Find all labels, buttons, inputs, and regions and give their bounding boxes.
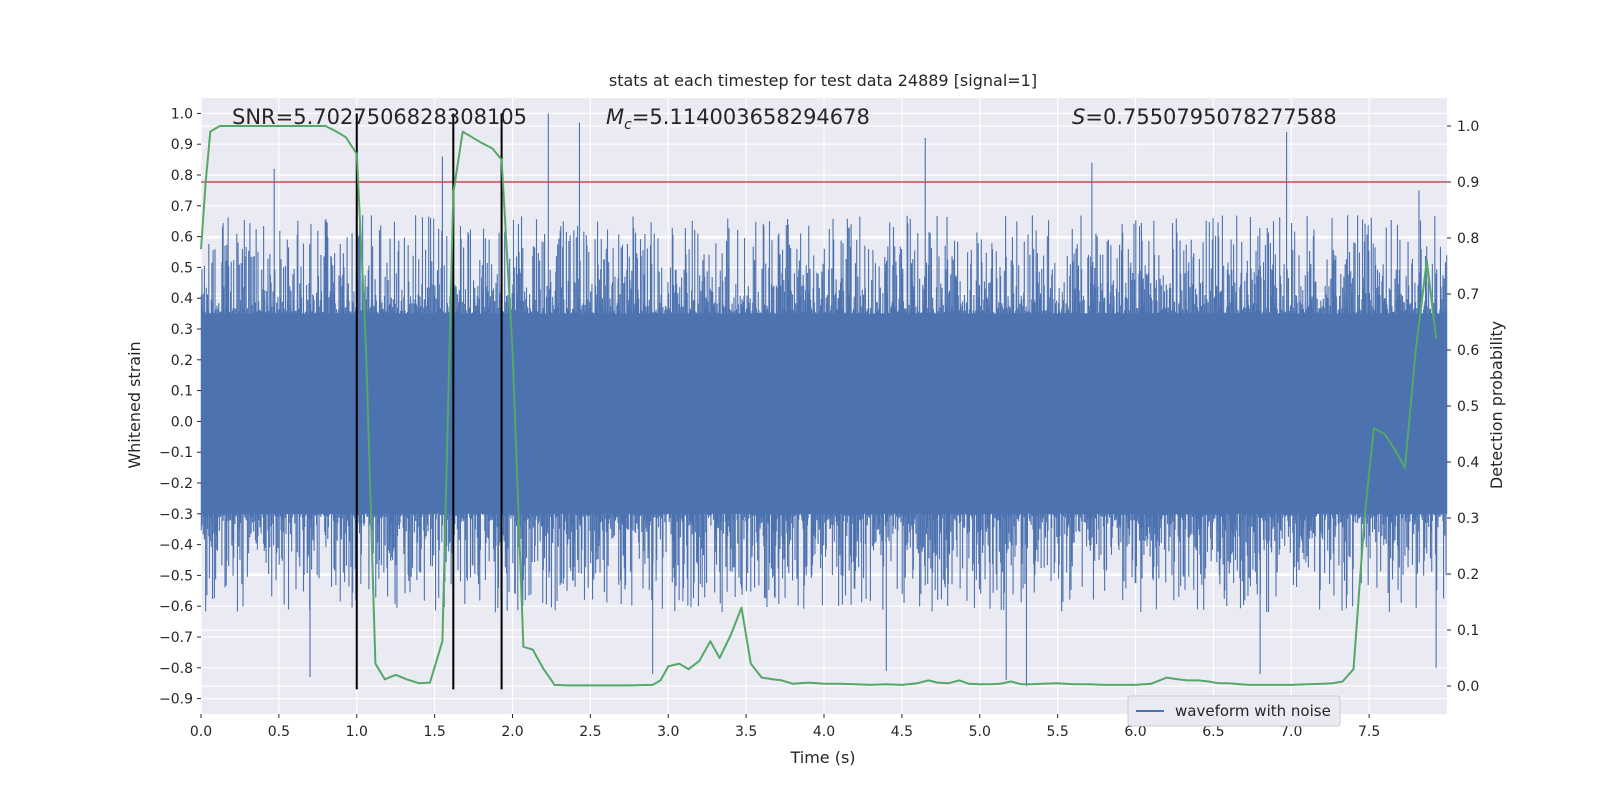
y-left-tick-label: −0.4 xyxy=(159,538,193,554)
y-left-tick-label: −0.2 xyxy=(159,476,193,492)
y-left-tick-label: −0.3 xyxy=(159,507,193,523)
x-tick-label: 4.5 xyxy=(891,724,913,740)
x-tick-label: 2.5 xyxy=(579,724,601,740)
x-axis-label: Time (s) xyxy=(789,748,855,767)
y-right-tick-label: 0.3 xyxy=(1457,511,1479,527)
y-right-tick-label: 0.5 xyxy=(1457,399,1479,415)
x-tick-label: 6.5 xyxy=(1202,724,1224,740)
s-annotation: S=0.7550795078277588 xyxy=(1072,105,1337,129)
x-tick-label: 3.5 xyxy=(735,724,757,740)
s-symbol: S xyxy=(1072,105,1085,129)
legend: waveform with noise xyxy=(1127,695,1341,727)
x-tick-label: 1.0 xyxy=(346,724,368,740)
chirp-mass-symbol: M xyxy=(606,105,624,129)
x-tick-label: 5.0 xyxy=(969,724,991,740)
s-value: =0.7550795078277588 xyxy=(1085,105,1336,129)
chirp-mass-value: =5.114003658294678 xyxy=(632,105,870,129)
x-axis-ticks: 0.0 0.5 1.0 1.5 2.0 2.5 3.0 3.5 4.0 4.5 5.0 5.5 6.0 6… xyxy=(190,714,1380,740)
y-right-tick-label: 0.1 xyxy=(1457,623,1479,639)
y-left-tick-label: 0.4 xyxy=(171,291,193,307)
x-tick-label: 2.0 xyxy=(501,724,523,740)
y-left-tick-label: 0.0 xyxy=(171,414,193,430)
legend-box xyxy=(1127,695,1341,727)
y-right-tick-label: 0.2 xyxy=(1457,567,1479,583)
y-left-tick-label: −0.8 xyxy=(159,661,193,677)
y-left-tick-label: 0.5 xyxy=(171,260,193,276)
y-right-axis-ticks: 0.0 0.1 0.2 0.3 0.4 0.5 0.6 0.7 0.8 0.9 1.0 xyxy=(1447,119,1479,695)
x-tick-label: 0.5 xyxy=(268,724,290,740)
y-left-tick-label: 0.7 xyxy=(171,199,193,215)
y-left-tick-label: 0.2 xyxy=(171,353,193,369)
legend-entry-waveform: waveform with noise xyxy=(1175,702,1331,720)
chirp-mass-annotation: Mc=5.114003658294678 xyxy=(606,105,870,133)
y-left-tick-label: 1.0 xyxy=(171,106,193,122)
chart-title: stats at each timestep for test data 248… xyxy=(609,71,1037,90)
y-right-tick-label: 0.9 xyxy=(1457,175,1479,191)
x-tick-label: 5.5 xyxy=(1046,724,1068,740)
y-left-tick-label: −0.6 xyxy=(159,599,193,615)
chirp-mass-subscript: c xyxy=(624,117,632,133)
y-left-tick-label: 0.9 xyxy=(171,137,193,153)
y-right-tick-label: 0.7 xyxy=(1457,287,1479,303)
waveform-series xyxy=(200,113,1448,687)
x-tick-label: 4.0 xyxy=(813,724,835,740)
detection-probability-series xyxy=(200,125,1438,687)
y-left-tick-label: 0.8 xyxy=(171,168,193,184)
snr-annotation: SNR=5.7027506828308105 xyxy=(232,105,527,129)
y-right-tick-label: 0.4 xyxy=(1457,455,1479,471)
y-left-tick-label: 0.1 xyxy=(171,384,193,400)
detection-probability-line xyxy=(200,125,1438,687)
y-left-tick-label: −0.7 xyxy=(159,630,193,646)
y-left-tick-label: −0.5 xyxy=(159,568,193,584)
x-tick-label: 7.0 xyxy=(1280,724,1302,740)
y-left-tick-label: −0.9 xyxy=(159,692,193,708)
y-right-axis-label: Detection probability xyxy=(1487,321,1506,489)
x-tick-label: 0.0 xyxy=(190,724,212,740)
y-right-tick-label: 0.6 xyxy=(1457,343,1479,359)
x-tick-label: 3.0 xyxy=(657,724,679,740)
x-tick-label: 7.5 xyxy=(1358,724,1380,740)
y-right-tick-label: 0.0 xyxy=(1457,679,1479,695)
y-right-tick-label: 0.8 xyxy=(1457,231,1479,247)
y-right-tick-label: 1.0 xyxy=(1457,119,1479,135)
y-left-axis-ticks: −0.9 −0.8 −0.7 −0.6 −0.5 −0.4 −0.3 −0.2 −0.1 0.0 0… xyxy=(159,106,201,708)
y-left-axis-label: Whitened strain xyxy=(125,341,144,468)
waveform-line xyxy=(200,113,1448,687)
y-left-tick-label: −0.1 xyxy=(159,445,193,461)
y-left-tick-label: 0.6 xyxy=(171,230,193,246)
x-tick-label: 1.5 xyxy=(423,724,445,740)
y-left-tick-label: 0.3 xyxy=(171,322,193,338)
x-tick-label: 6.0 xyxy=(1124,724,1146,740)
